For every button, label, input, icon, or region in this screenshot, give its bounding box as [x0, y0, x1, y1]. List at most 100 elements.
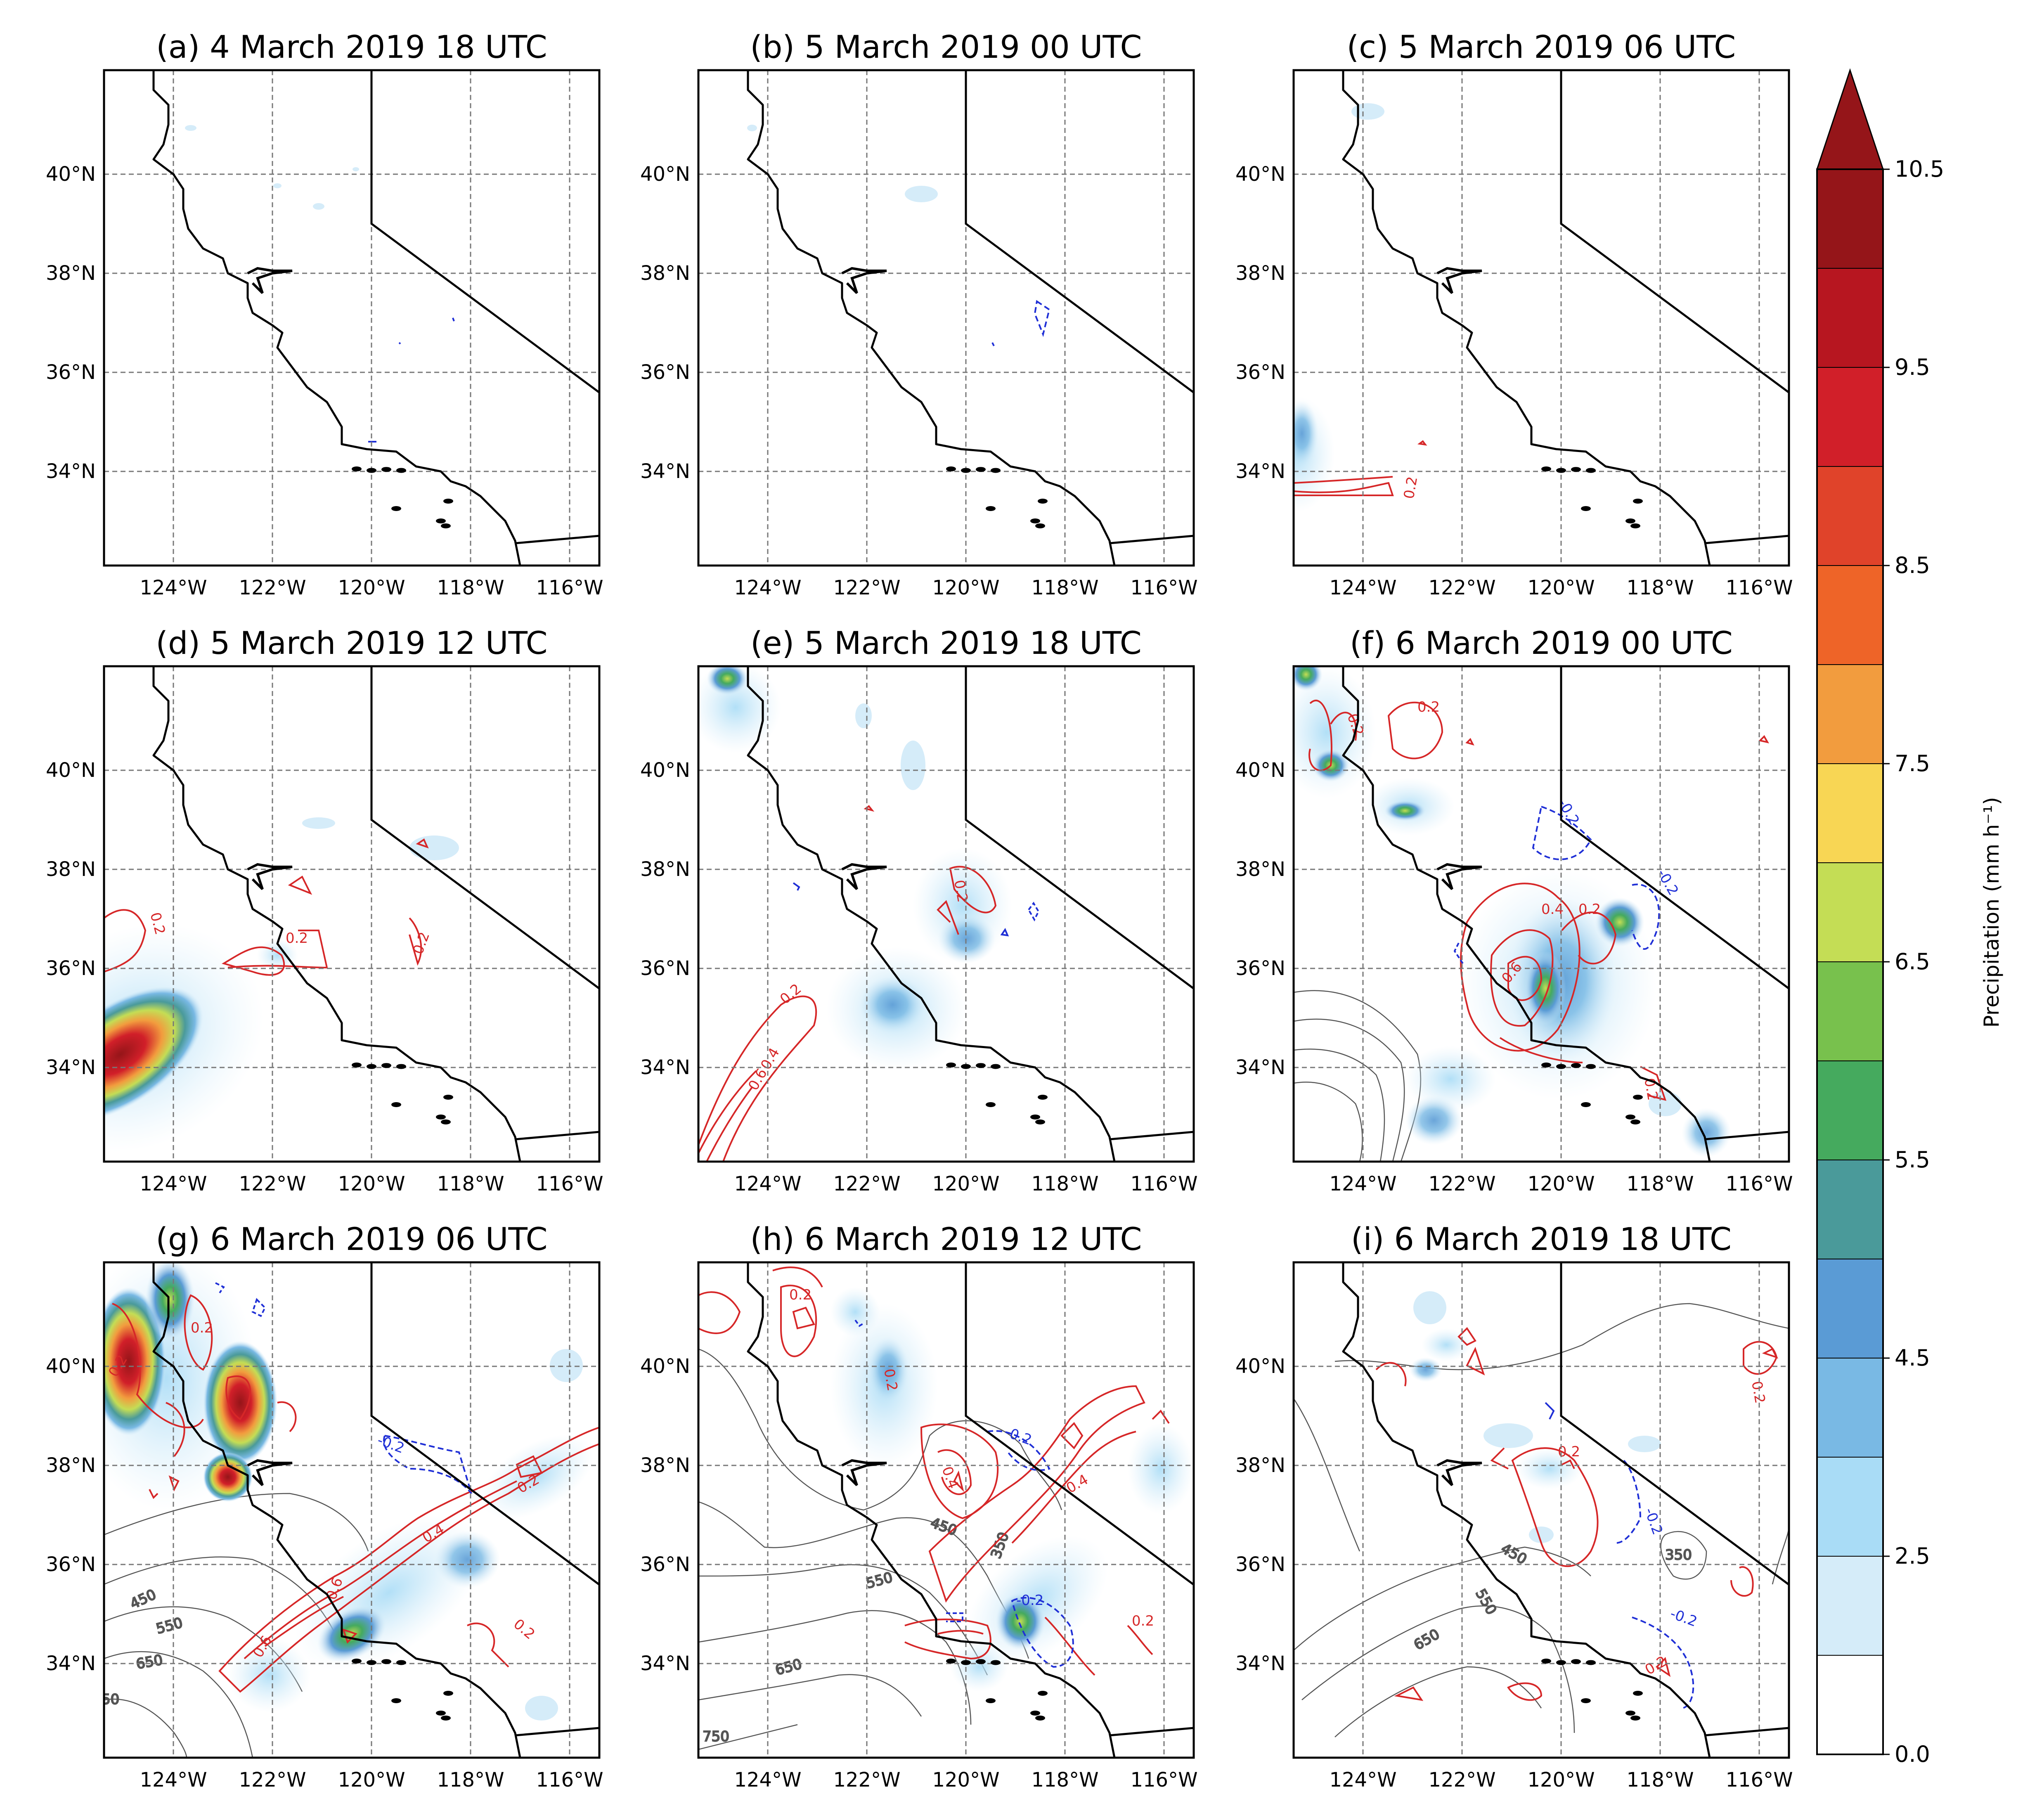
island [1586, 1660, 1596, 1665]
lon-tick-label: 118°W [1031, 576, 1098, 599]
island [436, 1115, 446, 1119]
island [1038, 1691, 1048, 1696]
island [367, 468, 376, 473]
lon-tick-label: 124°W [140, 1768, 207, 1792]
lat-tick-label: 36°N [640, 361, 690, 384]
island [991, 1064, 1001, 1069]
svg-text:450: 450 [928, 1515, 959, 1539]
island [1556, 1660, 1566, 1665]
island [976, 467, 986, 472]
lat-tick-label: 36°N [1235, 361, 1285, 384]
lon-tick-label: 120°W [932, 1172, 999, 1195]
precip-field [1409, 1291, 1661, 1543]
state-border [965, 666, 1194, 990]
svg-text:50: 50 [102, 1691, 119, 1708]
lat-tick-label: 34°N [640, 1652, 690, 1675]
lon-tick-label: 118°W [1626, 1172, 1694, 1195]
bay-outline [841, 863, 887, 890]
svg-text:0.4: 0.4 [1541, 901, 1564, 918]
coastline [152, 666, 521, 1162]
colorbar-ticks: 0.0 2.5 4.5 5.5 6.5 7.5 8.5 9.5 10.5 [1883, 156, 1944, 1767]
lon-tick-label: 116°W [1725, 576, 1793, 599]
island [443, 1691, 453, 1696]
lon-tick-label: 116°W [536, 1768, 603, 1792]
island [1625, 518, 1635, 523]
lon-tick-label: 116°W [1130, 1172, 1197, 1195]
panel-frame [697, 665, 1195, 1163]
lon-tick-label: 120°W [1527, 576, 1595, 599]
svg-text:0.2: 0.2 [286, 930, 308, 947]
anomaly-contours: 0.2 0.2 -0.2 -0.2 0.2 [1375, 1327, 1778, 1709]
state-border [1560, 666, 1789, 990]
lon-tick-label: 116°W [1130, 576, 1197, 599]
bay-outline [247, 863, 293, 890]
precip-field [104, 1262, 594, 1721]
lat-tick-label: 38°N [46, 858, 96, 881]
colorbar-segment [1817, 1655, 1883, 1755]
colorbar-tick-label: 0.0 [1895, 1741, 1930, 1767]
anomaly-contours [368, 317, 455, 443]
island [1556, 468, 1566, 473]
coastline [747, 666, 1116, 1162]
island [991, 468, 1001, 473]
panel-frame [1292, 665, 1790, 1163]
lon-tick-label: 122°W [1428, 576, 1495, 599]
lon-tick-label: 116°W [1130, 1768, 1197, 1792]
svg-text:350: 350 [1665, 1547, 1692, 1563]
lat-tick-label: 36°N [1235, 1553, 1285, 1576]
panel-frame [697, 69, 1195, 567]
mexico-border [1704, 1131, 1789, 1141]
panel-f: (f) 6 March 2019 00 UTC [1294, 625, 1769, 1162]
precip-field [747, 125, 938, 202]
colorbar-tick-label: 7.5 [1895, 750, 1930, 776]
map-frame-4: 40°N 38°N 36°N 34°N 124°W 122°W 120°W 118°W 116°… [640, 665, 1198, 1195]
precip-field [1294, 666, 1731, 1157]
lon-tick-label: 122°W [833, 1768, 900, 1792]
lat-tick-label: 38°N [46, 262, 96, 285]
bay-outline [1436, 267, 1482, 294]
lon-tick-label: 118°W [1626, 1768, 1694, 1792]
panel-title: (h) 6 March 2019 12 UTC [750, 1221, 1142, 1257]
coastline [152, 1262, 521, 1758]
lon-tick-label: 120°W [932, 576, 999, 599]
island [391, 1698, 401, 1703]
state-border [965, 70, 1194, 394]
lat-tick-label: 40°N [46, 759, 96, 782]
svg-text:650: 650 [135, 1652, 164, 1673]
svg-text:0.2: 0.2 [410, 930, 433, 956]
panel-c: (c) 5 March 2019 06 UTC 0.2 [1294, 28, 1736, 512]
lon-tick-label: 118°W [437, 1768, 504, 1792]
panel-a: (a) 4 March 2019 18 UTC [156, 28, 547, 443]
colorbar: 0.0 2.5 4.5 5.5 6.5 7.5 8.5 9.5 10.5 Precipitati… [1816, 68, 2004, 1767]
svg-text:450: 450 [1498, 1540, 1530, 1568]
lon-tick-label: 122°W [239, 1768, 306, 1792]
colorbar-extend-arrow [1816, 68, 1884, 170]
colorbar-tick-label: 8.5 [1895, 552, 1930, 578]
island [441, 1716, 451, 1721]
lon-tick-label: 116°W [536, 576, 603, 599]
colorbar-segment [1817, 169, 1883, 269]
island [381, 1659, 391, 1664]
svg-text:0.2: 0.2 [777, 980, 804, 1007]
svg-text:0.2: 0.2 [1748, 1380, 1768, 1405]
colorbar-segment [1817, 1259, 1883, 1358]
precip-field [830, 1287, 1194, 1692]
map-frame-5: 40°N 38°N 36°N 34°N 124°W 122°W 120°W 118°W 116°… [1235, 665, 1793, 1195]
lon-tick-label: 116°W [536, 1172, 603, 1195]
colorbar-label: Precipitation (mm h⁻¹) [1980, 797, 2004, 1028]
lon-tick-label: 118°W [437, 1172, 504, 1195]
island [1625, 1115, 1635, 1119]
colorbar-segment [1817, 565, 1883, 665]
island [396, 468, 406, 473]
colorbar-segment [1817, 1160, 1883, 1259]
island [1586, 1064, 1596, 1069]
island [1038, 499, 1048, 504]
island [441, 523, 451, 528]
anomaly-contours: 0.2 0.2 0.4 0.4 0.2 -0.2 -0.2 [698, 1266, 1170, 1676]
lat-tick-label: 36°N [46, 957, 96, 980]
lat-tick-label: 36°N [640, 957, 690, 980]
colorbar-segment [1817, 466, 1883, 566]
svg-text:0.4: 0.4 [939, 1464, 962, 1491]
island [1035, 523, 1045, 528]
island [1630, 523, 1640, 528]
